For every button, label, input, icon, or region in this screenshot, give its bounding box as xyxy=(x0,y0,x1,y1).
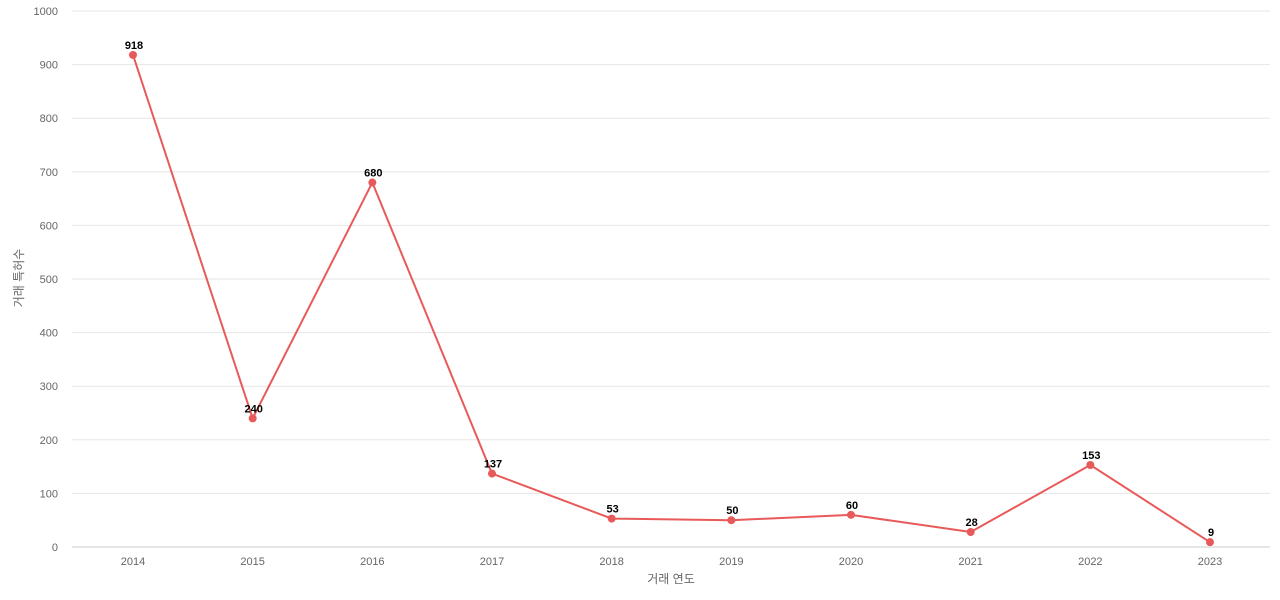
x-tick-label: 2021 xyxy=(958,556,982,568)
series-line xyxy=(132,54,1211,544)
y-tick-label: 200 xyxy=(40,435,58,447)
data-point xyxy=(129,50,137,59)
data-point xyxy=(607,514,616,523)
data-point xyxy=(488,469,496,478)
data-label: 28 xyxy=(966,517,978,529)
data-point xyxy=(847,510,855,519)
data-label: 153 xyxy=(1082,450,1100,462)
y-axis-ticks: 0 100 200 300 400 500 600 700 800 900 1000 xyxy=(34,6,58,554)
y-tick-label: 300 xyxy=(40,381,58,393)
data-label: 53 xyxy=(607,504,619,516)
data-labels: 918 240 680 137 53 50 60 28 153 9 xyxy=(125,40,1214,539)
x-tick-label: 2016 xyxy=(360,556,384,568)
y-tick-label: 500 xyxy=(40,274,58,286)
x-tick-label: 2018 xyxy=(599,556,623,568)
y-axis-title: 거래 특허수 xyxy=(12,249,26,308)
data-point xyxy=(727,516,736,525)
data-point xyxy=(248,414,257,423)
x-axis-ticks: 2014 2015 2016 2017 2018 2019 2020 2021 2022 2023 xyxy=(121,556,1222,568)
y-tick-label: 1000 xyxy=(34,6,58,18)
x-tick-label: 2015 xyxy=(240,556,264,568)
y-tick-label: 0 xyxy=(52,542,58,554)
x-tick-label: 2019 xyxy=(719,556,743,568)
data-label: 240 xyxy=(244,403,262,415)
y-tick-label: 100 xyxy=(40,488,58,500)
data-label: 137 xyxy=(484,459,502,471)
data-label: 9 xyxy=(1208,527,1214,539)
data-label: 680 xyxy=(364,168,382,180)
x-tick-label: 2023 xyxy=(1198,556,1222,568)
data-label: 50 xyxy=(726,505,738,517)
x-tick-label: 2020 xyxy=(839,556,863,568)
data-point xyxy=(1086,460,1095,469)
y-tick-label: 600 xyxy=(40,220,58,232)
grid xyxy=(72,10,1270,548)
y-tick-label: 800 xyxy=(40,113,58,125)
data-label: 918 xyxy=(125,40,143,52)
data-label: 60 xyxy=(846,500,858,512)
x-tick-label: 2022 xyxy=(1078,556,1102,568)
data-point xyxy=(1206,538,1214,547)
y-tick-label: 400 xyxy=(40,328,58,340)
x-tick-label: 2017 xyxy=(480,556,504,568)
data-point xyxy=(966,527,975,536)
x-axis-title: 거래 연도 xyxy=(647,572,695,586)
series-layer xyxy=(129,50,1214,547)
y-tick-label: 700 xyxy=(40,167,58,179)
y-tick-label: 900 xyxy=(40,60,58,72)
data-point xyxy=(368,178,377,187)
x-tick-label: 2014 xyxy=(121,556,145,568)
